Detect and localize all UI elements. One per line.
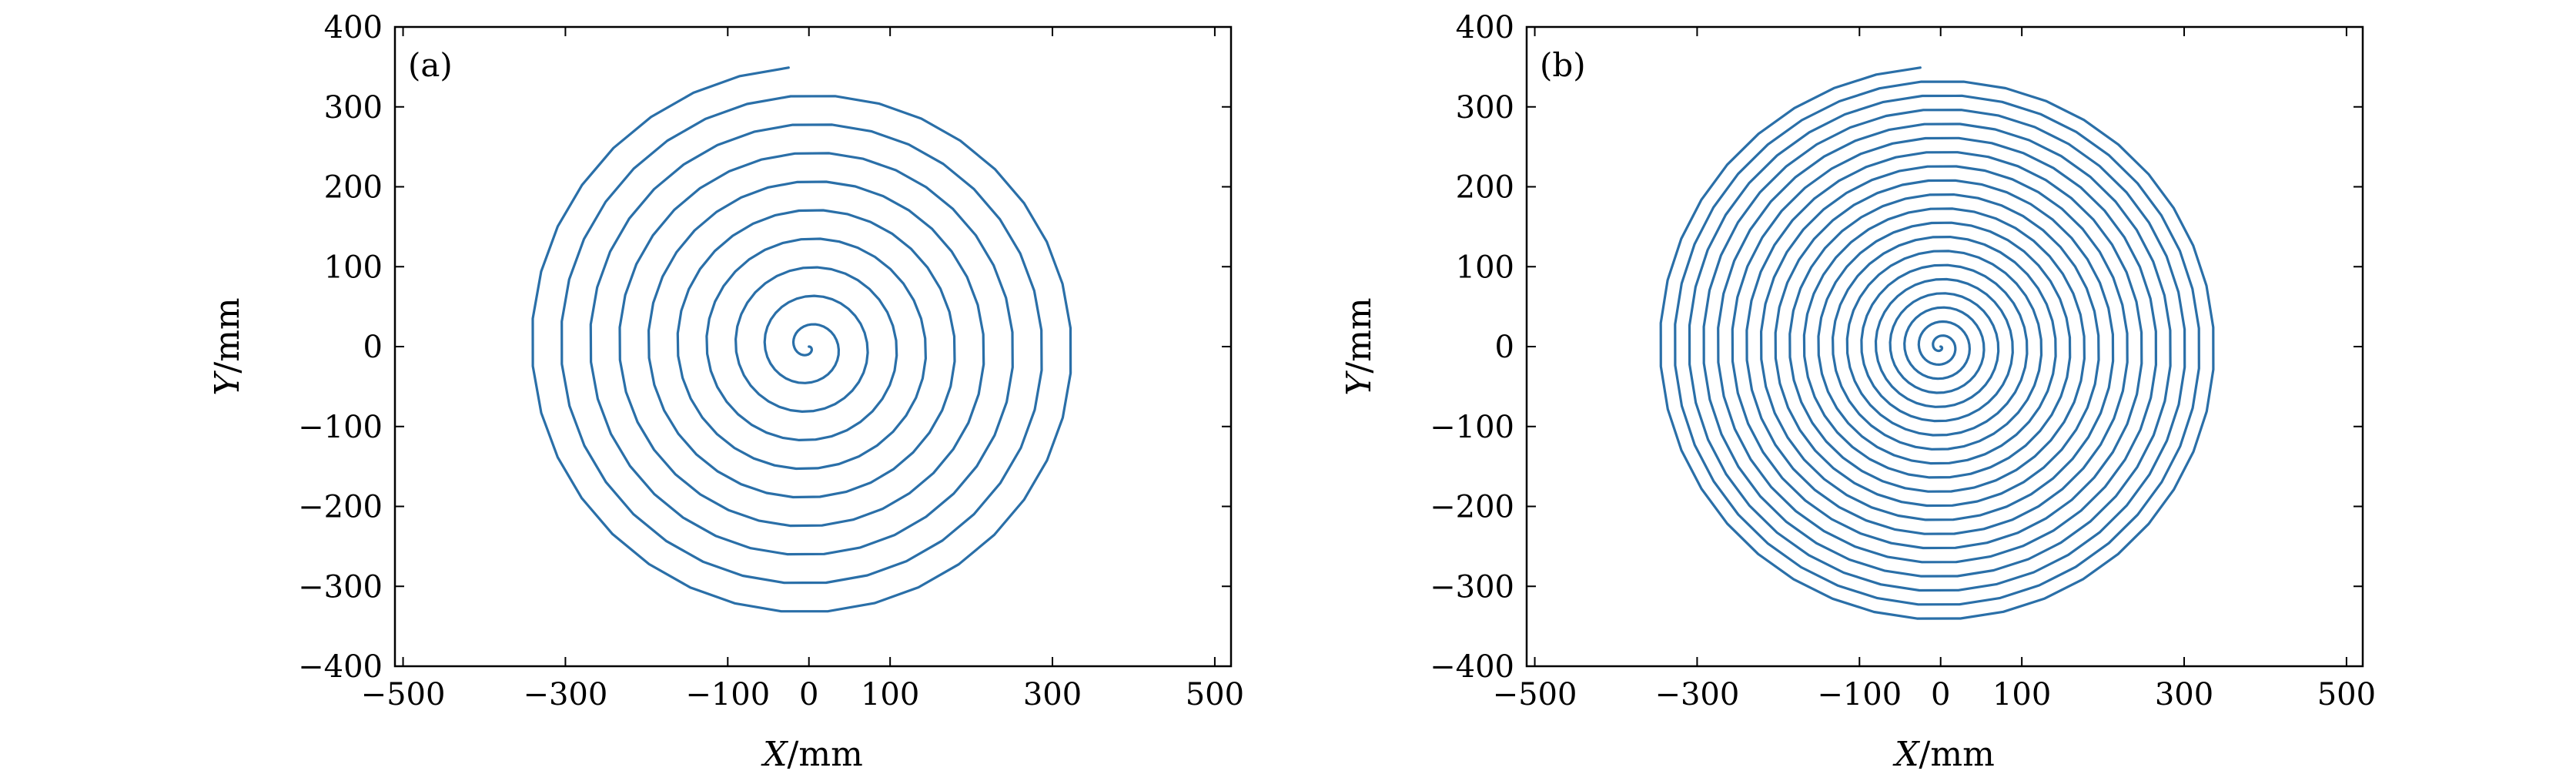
y-tick-label: −200 [298, 490, 383, 525]
y-tick-label: 400 [324, 10, 383, 45]
y-tick-label: −400 [298, 649, 383, 685]
x-axis-title: X/mm [761, 735, 863, 774]
x-tick-label: −100 [1817, 677, 1902, 712]
x-axis-title-var: X [761, 735, 788, 774]
panel-label: (b) [1540, 46, 1586, 84]
y-axis-ticks: −400 −300 −200 −100 0 100 200 300 400 [298, 10, 1231, 685]
spiral-line [1659, 66, 2215, 620]
y-tick-label: 200 [1456, 170, 1514, 206]
x-axis-title-unit: /mm [1919, 735, 1995, 774]
x-tick-label: 100 [861, 677, 919, 712]
y-tick-label: 100 [1456, 250, 1514, 285]
y-tick-label: −300 [1430, 569, 1514, 605]
x-tick-label: 100 [1992, 677, 2051, 712]
plot-frame [393, 25, 1233, 668]
x-tick-label: 0 [1931, 677, 1950, 712]
y-axis-title: Y/mm [1340, 297, 1379, 395]
y-axis-title-unit: /mm [208, 297, 247, 373]
panel-a: −400 −300 −200 −100 0 100 200 300 400 −500 −300 −1… [208, 10, 1244, 774]
y-tick-label: −300 [298, 569, 383, 605]
x-axis-title: X/mm [1892, 735, 1995, 774]
y-tick-label: 400 [1456, 10, 1514, 45]
y-tick-label: −400 [1430, 649, 1514, 685]
y-axis-ticks: −400 −300 −200 −100 0 100 200 300 400 [1430, 10, 2363, 685]
x-tick-label: −300 [1654, 677, 1739, 712]
y-tick-label: −100 [298, 410, 383, 445]
x-axis-ticks: −500 −300 −100 0 100 300 500 [1493, 27, 2376, 712]
y-tick-label: 0 [363, 330, 383, 365]
x-tick-label: 500 [2317, 677, 2376, 712]
x-tick-label: 300 [1023, 677, 1082, 712]
x-axis-ticks: −500 −300 −100 0 100 300 500 [361, 27, 1244, 712]
y-axis-title-var: Y [1340, 370, 1379, 396]
y-tick-label: 200 [324, 170, 383, 206]
x-tick-label: −100 [685, 677, 770, 712]
y-axis-title: Y/mm [208, 297, 247, 395]
panel-label: (a) [408, 46, 453, 84]
y-tick-label: −200 [1430, 490, 1514, 525]
y-axis-title-unit: /mm [1340, 297, 1379, 373]
x-axis-title-var: X [1892, 735, 1920, 774]
y-tick-label: 300 [324, 90, 383, 126]
y-axis-title-var: Y [208, 370, 247, 396]
x-tick-label: −500 [361, 677, 446, 712]
y-tick-label: 300 [1456, 90, 1514, 126]
x-tick-label: 0 [799, 677, 818, 712]
spiral-line [531, 66, 1072, 613]
x-tick-label: −300 [523, 677, 607, 712]
x-tick-label: 500 [1186, 677, 1244, 712]
y-tick-label: 0 [1495, 330, 1514, 365]
x-tick-label: 300 [2155, 677, 2213, 712]
y-tick-label: −100 [1430, 410, 1514, 445]
x-tick-label: −500 [1493, 677, 1577, 712]
x-axis-title-unit: /mm [788, 735, 863, 774]
panel-b: −400 −300 −200 −100 0 100 200 300 400 −500 −300 −1… [1340, 10, 2376, 774]
y-tick-label: 100 [324, 250, 383, 285]
